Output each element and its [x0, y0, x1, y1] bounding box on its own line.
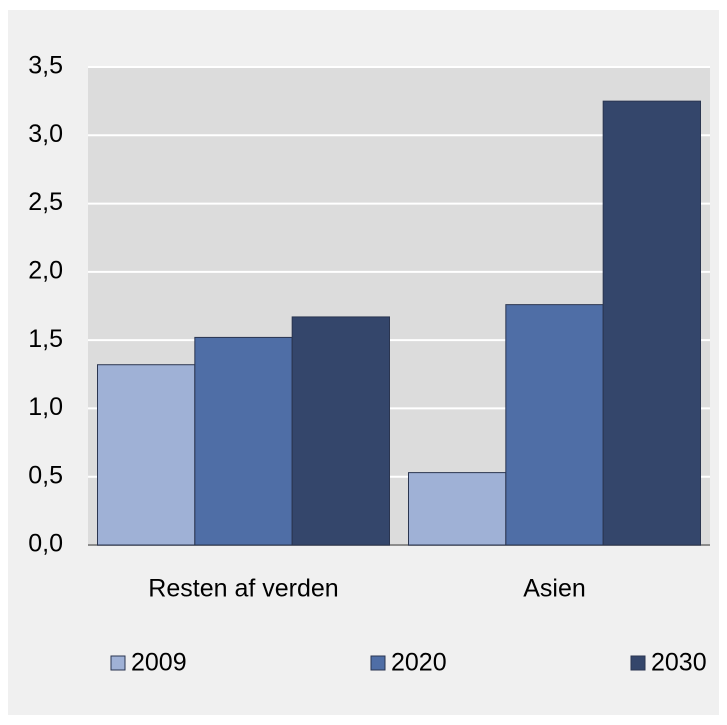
- x-tick-label: Asien: [523, 575, 586, 603]
- bar: [97, 364, 196, 546]
- y-tick-label: 2,0: [28, 256, 63, 284]
- bar: [291, 316, 390, 546]
- bar: [602, 100, 702, 546]
- legend-swatch: [110, 655, 126, 671]
- bar: [194, 336, 293, 546]
- y-tick-label: 3,5: [28, 52, 63, 80]
- bar: [408, 472, 507, 546]
- y-tick-label: 1,0: [28, 393, 63, 421]
- y-tick-label: 0,0: [28, 530, 63, 558]
- legend-label: 2030: [651, 649, 707, 677]
- legend-swatch: [630, 655, 646, 671]
- bar: [505, 304, 604, 546]
- legend-label: 2020: [391, 649, 447, 677]
- legend-swatch: [370, 655, 386, 671]
- y-tick-label: 0,5: [28, 461, 63, 489]
- y-tick-label: 3,0: [28, 120, 63, 148]
- y-tick-label: 1,5: [28, 325, 63, 353]
- y-tick-label: 2,5: [28, 188, 63, 216]
- legend-label: 2009: [131, 649, 187, 677]
- x-tick-label: Resten af verden: [148, 575, 338, 603]
